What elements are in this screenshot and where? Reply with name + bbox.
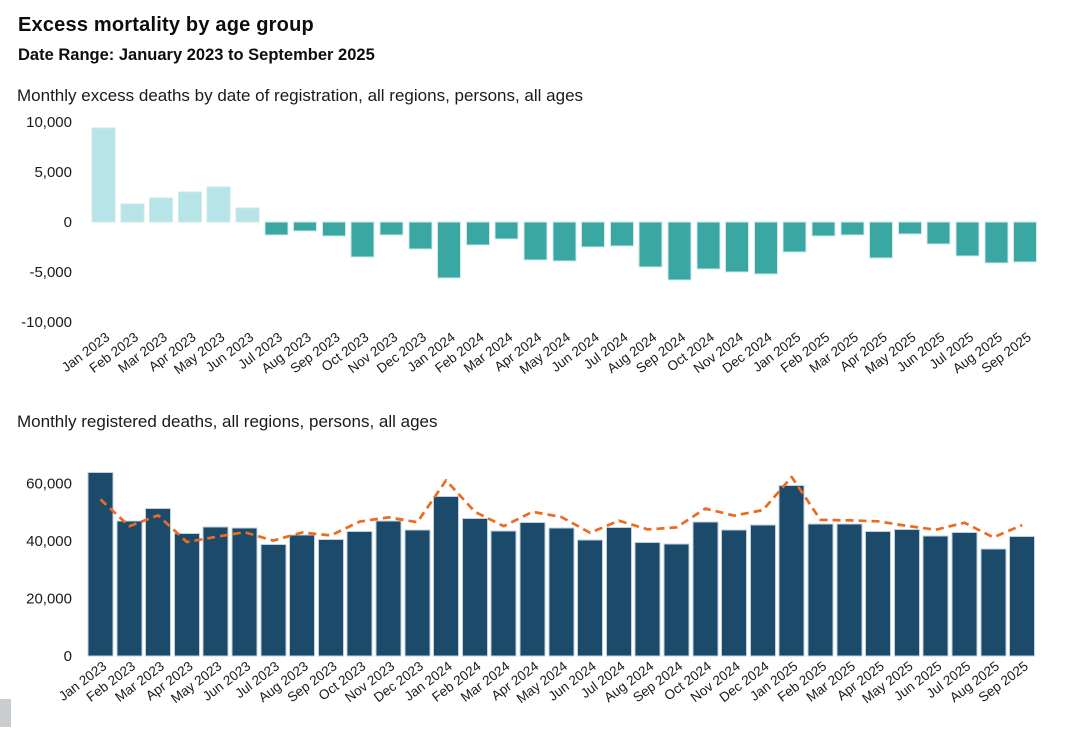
excess-bar <box>206 186 231 223</box>
excess-bar <box>984 221 1009 264</box>
y-tick-label: -10,000 <box>21 314 72 331</box>
registered-deaths-bar <box>490 530 517 657</box>
excess-bar <box>840 221 865 236</box>
registered-deaths-bar <box>519 522 546 657</box>
registered-deaths-bar <box>692 521 719 657</box>
registered-deaths-bar <box>231 527 258 657</box>
excess-bar <box>609 221 634 247</box>
excess-bar <box>437 221 462 279</box>
excess-bar <box>667 221 692 281</box>
registered-deaths-bar <box>980 548 1007 657</box>
y-tick-label: 60,000 <box>26 475 72 492</box>
excess-bar <box>1013 221 1038 263</box>
y-tick-label: 20,000 <box>26 590 72 607</box>
excess-bar <box>379 221 404 236</box>
excess-bar <box>782 221 807 253</box>
excess-bar <box>523 221 548 261</box>
excess-bar <box>264 221 289 236</box>
registered-deaths-chart-title: Monthly registered deaths, all regions, … <box>17 412 438 431</box>
y-tick-label: 40,000 <box>26 533 72 550</box>
excess-bar <box>955 221 980 257</box>
y-tick-label: 0 <box>64 214 72 231</box>
excess-bar <box>120 203 145 223</box>
registered-deaths-bar <box>548 527 575 657</box>
excess-bar <box>897 221 922 235</box>
excess-bar <box>696 221 721 270</box>
registered-deaths-bar <box>721 529 748 657</box>
registered-deaths-bar <box>145 507 172 657</box>
excess-bar <box>494 221 519 240</box>
excess-bar <box>753 221 778 275</box>
registered-deaths-bar <box>433 496 460 657</box>
excess-bar <box>552 221 577 262</box>
excess-bar <box>149 197 174 223</box>
y-tick-label: 0 <box>64 648 72 665</box>
registered-deaths-bar <box>951 532 978 657</box>
excess-bar <box>235 207 260 223</box>
registered-deaths-bar <box>116 520 143 657</box>
registered-deaths-bar <box>836 523 863 657</box>
registered-deaths-bar <box>375 520 402 657</box>
excess-bar <box>869 221 894 259</box>
excess-bar <box>177 191 202 223</box>
excess-bar <box>350 221 375 258</box>
registered-deaths-bar <box>173 532 200 657</box>
registered-deaths-bar <box>404 529 431 657</box>
registered-deaths-bar <box>605 527 632 657</box>
excess-bar <box>91 127 116 223</box>
trend-dashed-line <box>99 475 1023 544</box>
scrollbar-thumb[interactable] <box>0 699 11 727</box>
registered-deaths-bar <box>922 535 949 657</box>
registered-deaths-bar <box>346 531 373 657</box>
registered-deaths-bar <box>778 485 805 657</box>
registered-deaths-bar <box>749 524 776 657</box>
registered-deaths-bar <box>807 523 834 657</box>
y-tick-label: -5,000 <box>29 264 72 281</box>
excess-bar <box>465 221 490 246</box>
registered-deaths-bar <box>634 541 661 657</box>
excess-bar <box>638 221 663 268</box>
registered-deaths-bar <box>865 531 892 657</box>
excess-bar <box>926 221 951 245</box>
registered-deaths-bar <box>461 517 488 657</box>
excess-bar <box>408 221 433 250</box>
registered-deaths-bar <box>317 538 344 657</box>
registered-deaths-bar <box>260 543 287 657</box>
registered-deaths-bar <box>289 534 316 657</box>
excess-bar <box>293 221 318 232</box>
registered-deaths-bar <box>893 528 920 657</box>
date-range-subtitle: Date Range: January 2023 to September 20… <box>18 46 375 64</box>
excess-bar <box>725 221 750 273</box>
y-tick-label: 5,000 <box>34 164 72 181</box>
page-title: Excess mortality by age group <box>18 14 314 36</box>
registered-deaths-bar <box>577 539 604 657</box>
registered-deaths-bar <box>87 471 114 657</box>
y-tick-label: 10,000 <box>26 114 72 131</box>
registered-deaths-bar <box>663 543 690 657</box>
registered-deaths-bar <box>202 526 229 657</box>
excess-bar <box>581 221 606 248</box>
excess-bar <box>321 221 346 237</box>
registered-deaths-bar <box>1009 536 1036 657</box>
excess-bar <box>811 221 836 237</box>
excess-deaths-chart-title: Monthly excess deaths by date of registr… <box>17 86 584 105</box>
